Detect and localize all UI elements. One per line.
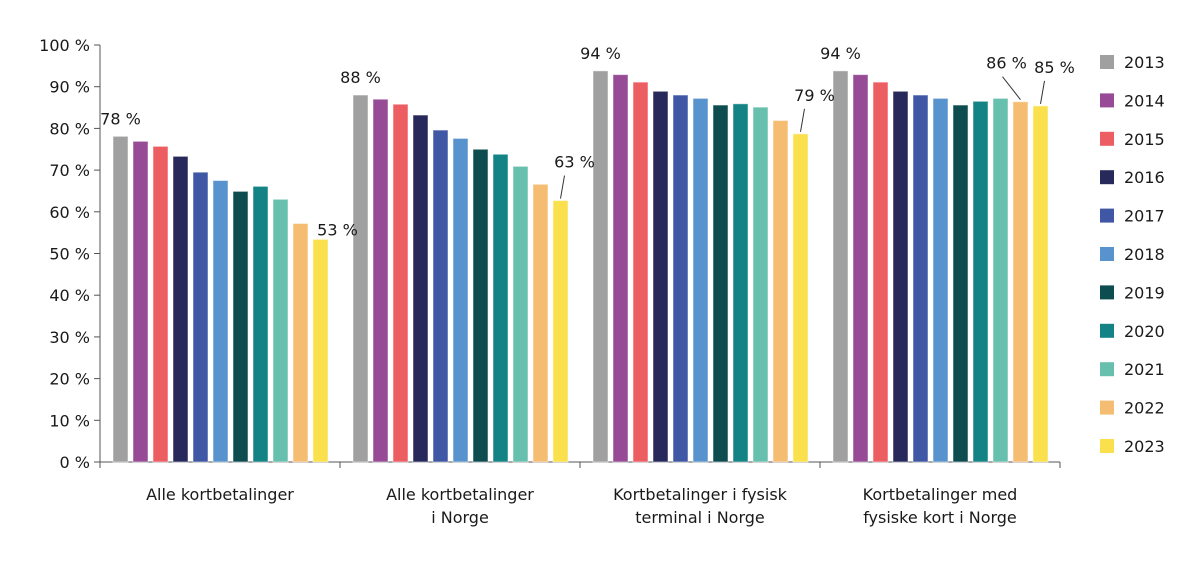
category-label: Alle kortbetalinger: [146, 485, 294, 504]
legend-swatch-2016: [1100, 170, 1114, 185]
bar-2021: [752, 106, 769, 463]
bar-2022: [532, 183, 549, 463]
bar-2018: [932, 97, 949, 463]
legend-swatch-2019: [1100, 285, 1114, 300]
bar-2022: [772, 119, 789, 463]
legend-swatch-2015: [1100, 131, 1114, 146]
annotation-leader: [560, 175, 565, 199]
legend-swatch-2014: [1100, 93, 1114, 108]
bar-2015: [392, 103, 409, 463]
bar-2021: [272, 198, 289, 463]
legend-swatch-2021: [1100, 362, 1114, 377]
bar-2015: [872, 81, 889, 463]
legend-label: 2018: [1124, 245, 1165, 264]
annotation-leader: [800, 108, 805, 132]
bar-2014: [852, 74, 869, 463]
legend-label: 2015: [1124, 130, 1165, 149]
bar-2019: [952, 104, 969, 463]
y-tick-label: 20 %: [49, 370, 90, 389]
category-label: fysiske kort i Norge: [863, 508, 1017, 527]
legend-swatch-2020: [1100, 323, 1114, 338]
legend-label: 2016: [1124, 168, 1165, 187]
bar-2019: [472, 148, 489, 463]
bar-2023: [792, 133, 809, 463]
y-tick-label: 30 %: [49, 328, 90, 347]
bar-2013: [112, 135, 129, 463]
category-label: i Norge: [431, 508, 489, 527]
bar-2018: [692, 97, 709, 463]
legend-swatch-2023: [1100, 439, 1114, 453]
legend-label: 2019: [1124, 283, 1165, 302]
y-tick-label: 40 %: [49, 286, 90, 305]
bar-2019: [232, 190, 249, 463]
data-label: 85 %: [1034, 58, 1075, 77]
legend-swatch-2018: [1100, 247, 1114, 261]
legend-swatch-2013: [1100, 55, 1114, 69]
bar-2020: [732, 103, 749, 463]
legend-label: 2014: [1124, 91, 1165, 110]
data-label: 88 %: [340, 68, 381, 87]
bar-2020: [492, 153, 509, 463]
category-label: Kortbetalinger med: [863, 485, 1018, 504]
legend-swatch-2017: [1100, 208, 1114, 223]
bar-2017: [432, 129, 449, 463]
bar-2019: [712, 104, 729, 463]
y-tick-label: 50 %: [49, 245, 90, 264]
y-tick-label: 100 %: [39, 36, 90, 55]
legend-label: 2023: [1124, 437, 1165, 456]
bar-2014: [132, 140, 149, 463]
annotation-leader: [1040, 80, 1045, 104]
bar-2023: [1032, 105, 1049, 463]
bar-2014: [372, 98, 389, 463]
bar-2016: [652, 90, 669, 463]
bar-2013: [832, 70, 849, 463]
y-tick-label: 0 %: [60, 453, 90, 472]
bar-2017: [912, 94, 929, 463]
legend-label: 2021: [1124, 360, 1165, 379]
data-label: 63 %: [554, 153, 595, 172]
bar-2022: [292, 222, 309, 463]
data-label: 94 %: [580, 44, 621, 63]
legend-label: 2017: [1124, 207, 1165, 226]
bar-2018: [452, 137, 469, 463]
bar-2020: [972, 100, 989, 463]
legend-label: 2013: [1124, 53, 1165, 72]
bar-2016: [172, 155, 189, 463]
data-label: 79 %: [794, 86, 835, 105]
bar-2021: [992, 97, 1009, 463]
legend-label: 2020: [1124, 322, 1165, 341]
bar-2014: [612, 74, 629, 463]
bar-2017: [192, 171, 209, 463]
data-label: 53 %: [317, 220, 358, 239]
bar-2021: [512, 165, 529, 463]
legend-label: 2022: [1124, 399, 1165, 418]
bar-2023: [312, 238, 329, 463]
y-tick-label: 10 %: [49, 411, 90, 430]
legend-swatch-2022: [1100, 400, 1114, 415]
category-label: terminal i Norge: [635, 508, 765, 527]
bar-2017: [672, 94, 689, 463]
annotation-leader: [1002, 76, 1021, 101]
bar-2016: [412, 114, 429, 463]
bar-2016: [892, 90, 909, 463]
bar-2015: [632, 81, 649, 463]
y-tick-label: 90 %: [49, 78, 90, 97]
bar-2020: [252, 185, 269, 463]
bar-2018: [212, 180, 229, 463]
bar-2013: [352, 94, 369, 463]
y-tick-label: 70 %: [49, 161, 90, 180]
data-label: 86 %: [986, 54, 1027, 73]
bar-2023: [552, 200, 569, 463]
bar-2013: [592, 70, 609, 463]
y-tick-label: 80 %: [49, 119, 90, 138]
y-tick-label: 60 %: [49, 203, 90, 222]
bar-2015: [152, 145, 169, 463]
data-label: 78 %: [100, 109, 141, 128]
category-label: Kortbetalinger i fysisk: [613, 485, 788, 504]
data-label: 94 %: [820, 44, 861, 63]
bar-2022: [1012, 101, 1029, 463]
category-label: Alle kortbetalinger: [386, 485, 534, 504]
